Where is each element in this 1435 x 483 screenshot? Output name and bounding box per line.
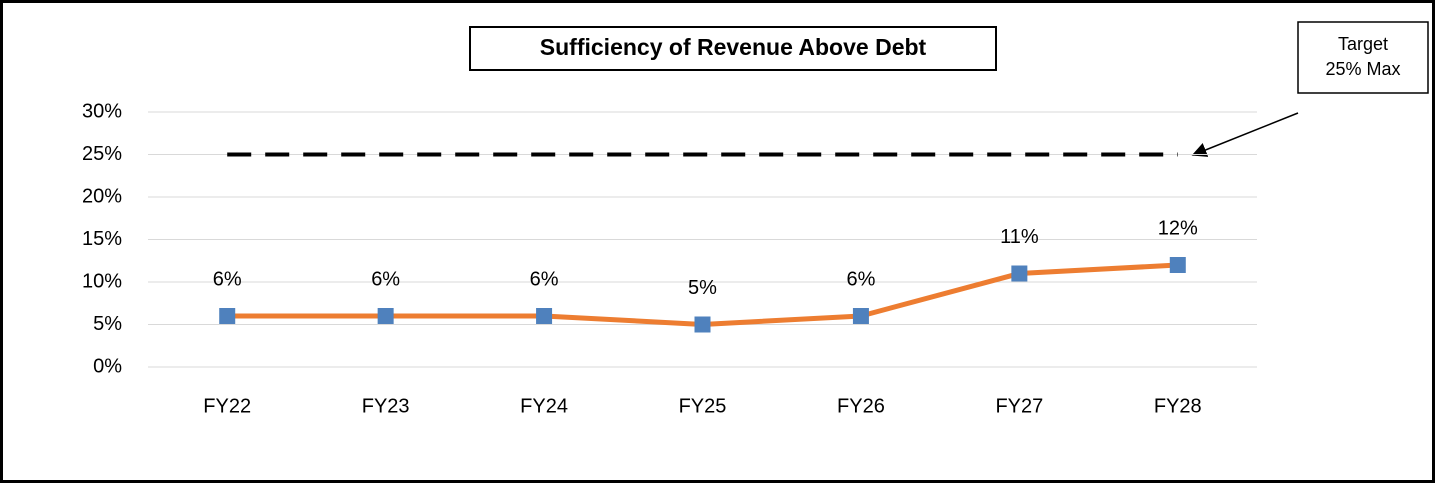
marker [852, 308, 869, 324]
marker [219, 308, 236, 324]
marker [1169, 257, 1186, 273]
data-label: 6% [213, 268, 242, 290]
data-label: 6% [846, 268, 875, 290]
y-tick-label: 10% [82, 270, 122, 292]
annotation-arrow [1191, 112, 1299, 157]
data-label: 12% [1158, 217, 1198, 239]
x-tick-label: FY22 [203, 395, 251, 417]
data-label: 6% [530, 268, 559, 290]
data-label: 5% [688, 277, 717, 299]
marker [377, 308, 394, 324]
annotation-box [1297, 21, 1429, 94]
chart-title: Sufficiency of Revenue Above Debt [540, 34, 927, 60]
x-tick-label: FY23 [362, 395, 410, 417]
marker [1011, 265, 1028, 282]
annotation-text: Target [1338, 34, 1388, 54]
title-box [469, 26, 997, 71]
y-tick-label: 15% [82, 228, 122, 250]
y-tick-label: 0% [93, 355, 122, 377]
y-tick-label: 30% [82, 100, 122, 122]
data-label: 11% [1000, 226, 1039, 248]
y-tick-label: 20% [82, 185, 122, 207]
y-tick-label: 25% [82, 143, 122, 165]
x-tick-label: FY24 [520, 395, 568, 417]
y-tick-label: 5% [93, 313, 122, 335]
x-tick-label: FY27 [995, 395, 1043, 417]
marker [536, 308, 553, 324]
x-tick-label: FY28 [1154, 395, 1202, 417]
x-tick-label: FY26 [837, 395, 885, 417]
data-label: 6% [371, 268, 400, 290]
annotation-text: 25% Max [1325, 59, 1400, 79]
x-tick-label: FY25 [679, 395, 727, 417]
marker [694, 316, 711, 333]
